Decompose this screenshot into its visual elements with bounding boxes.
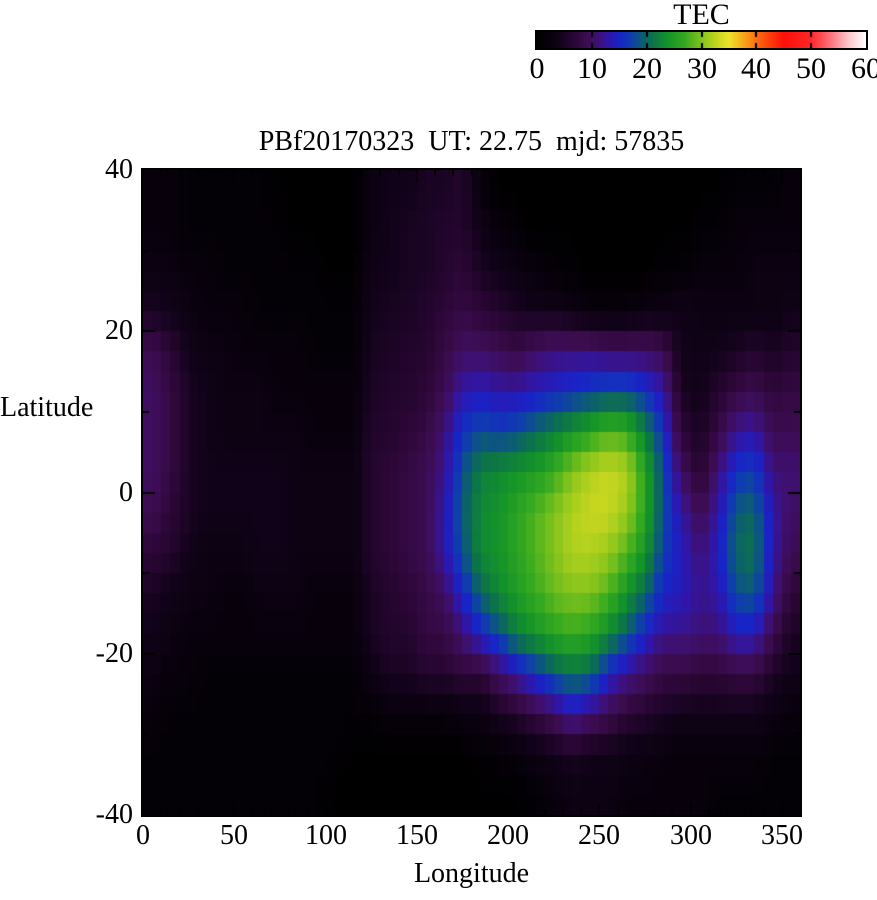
x-tick-label: 0 (136, 820, 150, 851)
x-tick-label: 250 (578, 820, 620, 851)
plot-title: PBf20170323 UT: 22.75 mjd: 57835 (258, 126, 685, 157)
colorbar-tick-label: 30 (687, 52, 717, 85)
colorbar-tick-label: 10 (577, 52, 607, 85)
x-tick-label: 50 (220, 820, 248, 851)
x-tick-label: 200 (487, 820, 529, 851)
colorbar-tick-label: 20 (632, 52, 662, 85)
colorbar-title: TEC (673, 0, 730, 31)
x-tick-label: 150 (396, 820, 438, 851)
colorbar-tick-labels: 0 10 20 30 40 50 60 (0, 52, 877, 86)
colorbar-tick-label: 0 (529, 52, 545, 85)
y-tick-label: 20 (105, 315, 133, 346)
colorbar-tick-label: 40 (741, 52, 771, 85)
colorbar-gradient-canvas (535, 30, 868, 50)
y-axis-label: Latitude (0, 392, 94, 423)
x-tick-label: 100 (305, 820, 347, 851)
y-tick-label: 40 (105, 154, 133, 185)
colorbar-tick-label: 60 (851, 52, 877, 85)
colorbar-tick-label: 50 (796, 52, 826, 85)
x-tick-label: 300 (670, 820, 712, 851)
tec-heatmap-canvas (141, 168, 802, 817)
x-tick-label: 350 (761, 820, 803, 851)
y-tick-label: 0 (119, 477, 133, 508)
y-tick-label: -40 (95, 799, 133, 830)
y-tick-label: -20 (95, 638, 133, 669)
x-axis-label: Longitude (413, 858, 530, 889)
